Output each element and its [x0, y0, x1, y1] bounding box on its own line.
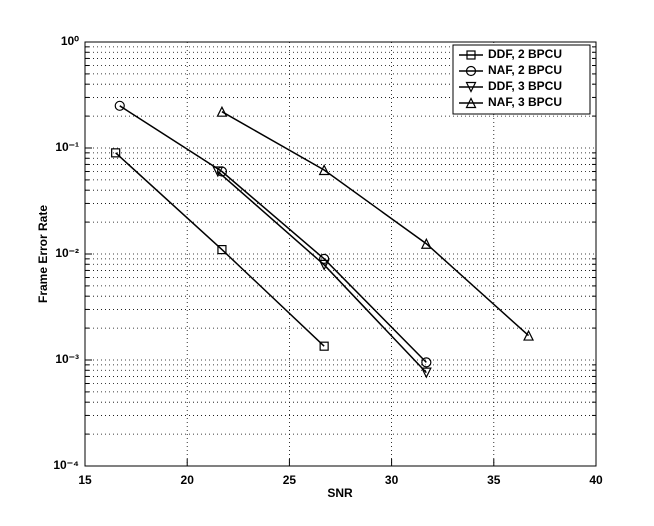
- y-tick-label: 10⁰: [61, 34, 79, 48]
- plot-frame: [84, 41, 597, 467]
- x-tick-label: 30: [385, 473, 399, 487]
- marker: [466, 50, 476, 60]
- legend-label: DDF, 3 BPCU: [488, 79, 562, 93]
- x-axis-label: SNR: [327, 486, 353, 500]
- marker: [216, 105, 228, 117]
- marker: [421, 357, 432, 368]
- legend-label: NAF, 3 BPCU: [488, 95, 562, 109]
- marker: [318, 164, 330, 176]
- marker: [212, 166, 224, 178]
- marker: [465, 97, 477, 109]
- marker: [114, 100, 125, 111]
- x-tick-label: 35: [487, 473, 501, 487]
- legend-label: DDF, 2 BPCU: [488, 47, 562, 61]
- y-tick-label: 10⁻⁴: [53, 458, 79, 472]
- series-line: [221, 111, 530, 337]
- marker: [319, 341, 329, 351]
- legend-label: NAF, 2 BPCU: [488, 63, 562, 77]
- series-line: [115, 152, 325, 347]
- series-line: [217, 170, 427, 374]
- marker: [523, 329, 535, 341]
- marker: [319, 253, 330, 264]
- marker: [465, 81, 477, 93]
- x-tick-label: 40: [589, 473, 603, 487]
- marker: [420, 237, 432, 249]
- y-tick-label: 10⁻²: [55, 246, 79, 260]
- x-tick-label: 15: [78, 473, 92, 487]
- marker: [111, 148, 121, 158]
- y-axis-label: Frame Error Rate: [36, 205, 50, 303]
- marker: [465, 65, 477, 77]
- series-line: [119, 105, 427, 363]
- x-tick-label: 20: [181, 473, 195, 487]
- marker: [420, 367, 432, 379]
- y-tick-label: 10⁻³: [55, 352, 79, 366]
- marker: [217, 245, 227, 255]
- marker: [318, 259, 330, 271]
- x-tick-label: 25: [283, 473, 297, 487]
- y-tick-label: 10⁻¹: [55, 140, 79, 154]
